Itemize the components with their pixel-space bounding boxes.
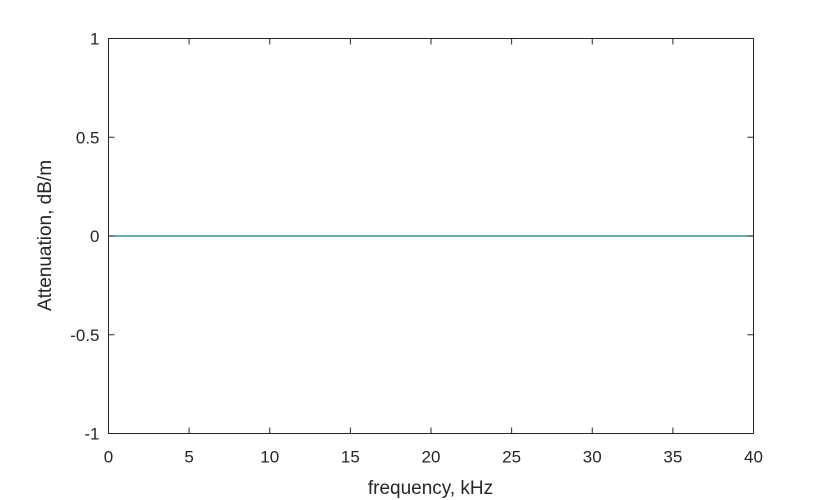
y-tick-label: 0.5 [76, 128, 100, 147]
x-tick-label: 30 [583, 448, 602, 467]
y-tick-label: 1 [90, 30, 99, 49]
y-axis-label: Attenuation, dB/m [35, 160, 56, 311]
y-tick-label: -0.5 [70, 326, 99, 345]
y-tick-label: -1 [84, 425, 99, 444]
y-axis-ticks: -1 -0.5 0 0.5 1 [70, 30, 754, 444]
x-tick-label: 15 [341, 448, 360, 467]
x-axis-label: frequency, kHz [368, 478, 493, 499]
x-tick-label: 0 [104, 448, 113, 467]
x-tick-label: 25 [502, 448, 521, 467]
x-tick-label: 40 [744, 448, 763, 467]
x-tick-label: 20 [422, 448, 441, 467]
y-tick-label: 0 [90, 227, 99, 246]
x-tick-label: 10 [260, 448, 279, 467]
x-tick-label: 5 [184, 448, 193, 467]
x-axis-ticks: 0 5 10 15 20 25 30 35 40 [104, 38, 763, 467]
x-tick-label: 35 [663, 448, 682, 467]
